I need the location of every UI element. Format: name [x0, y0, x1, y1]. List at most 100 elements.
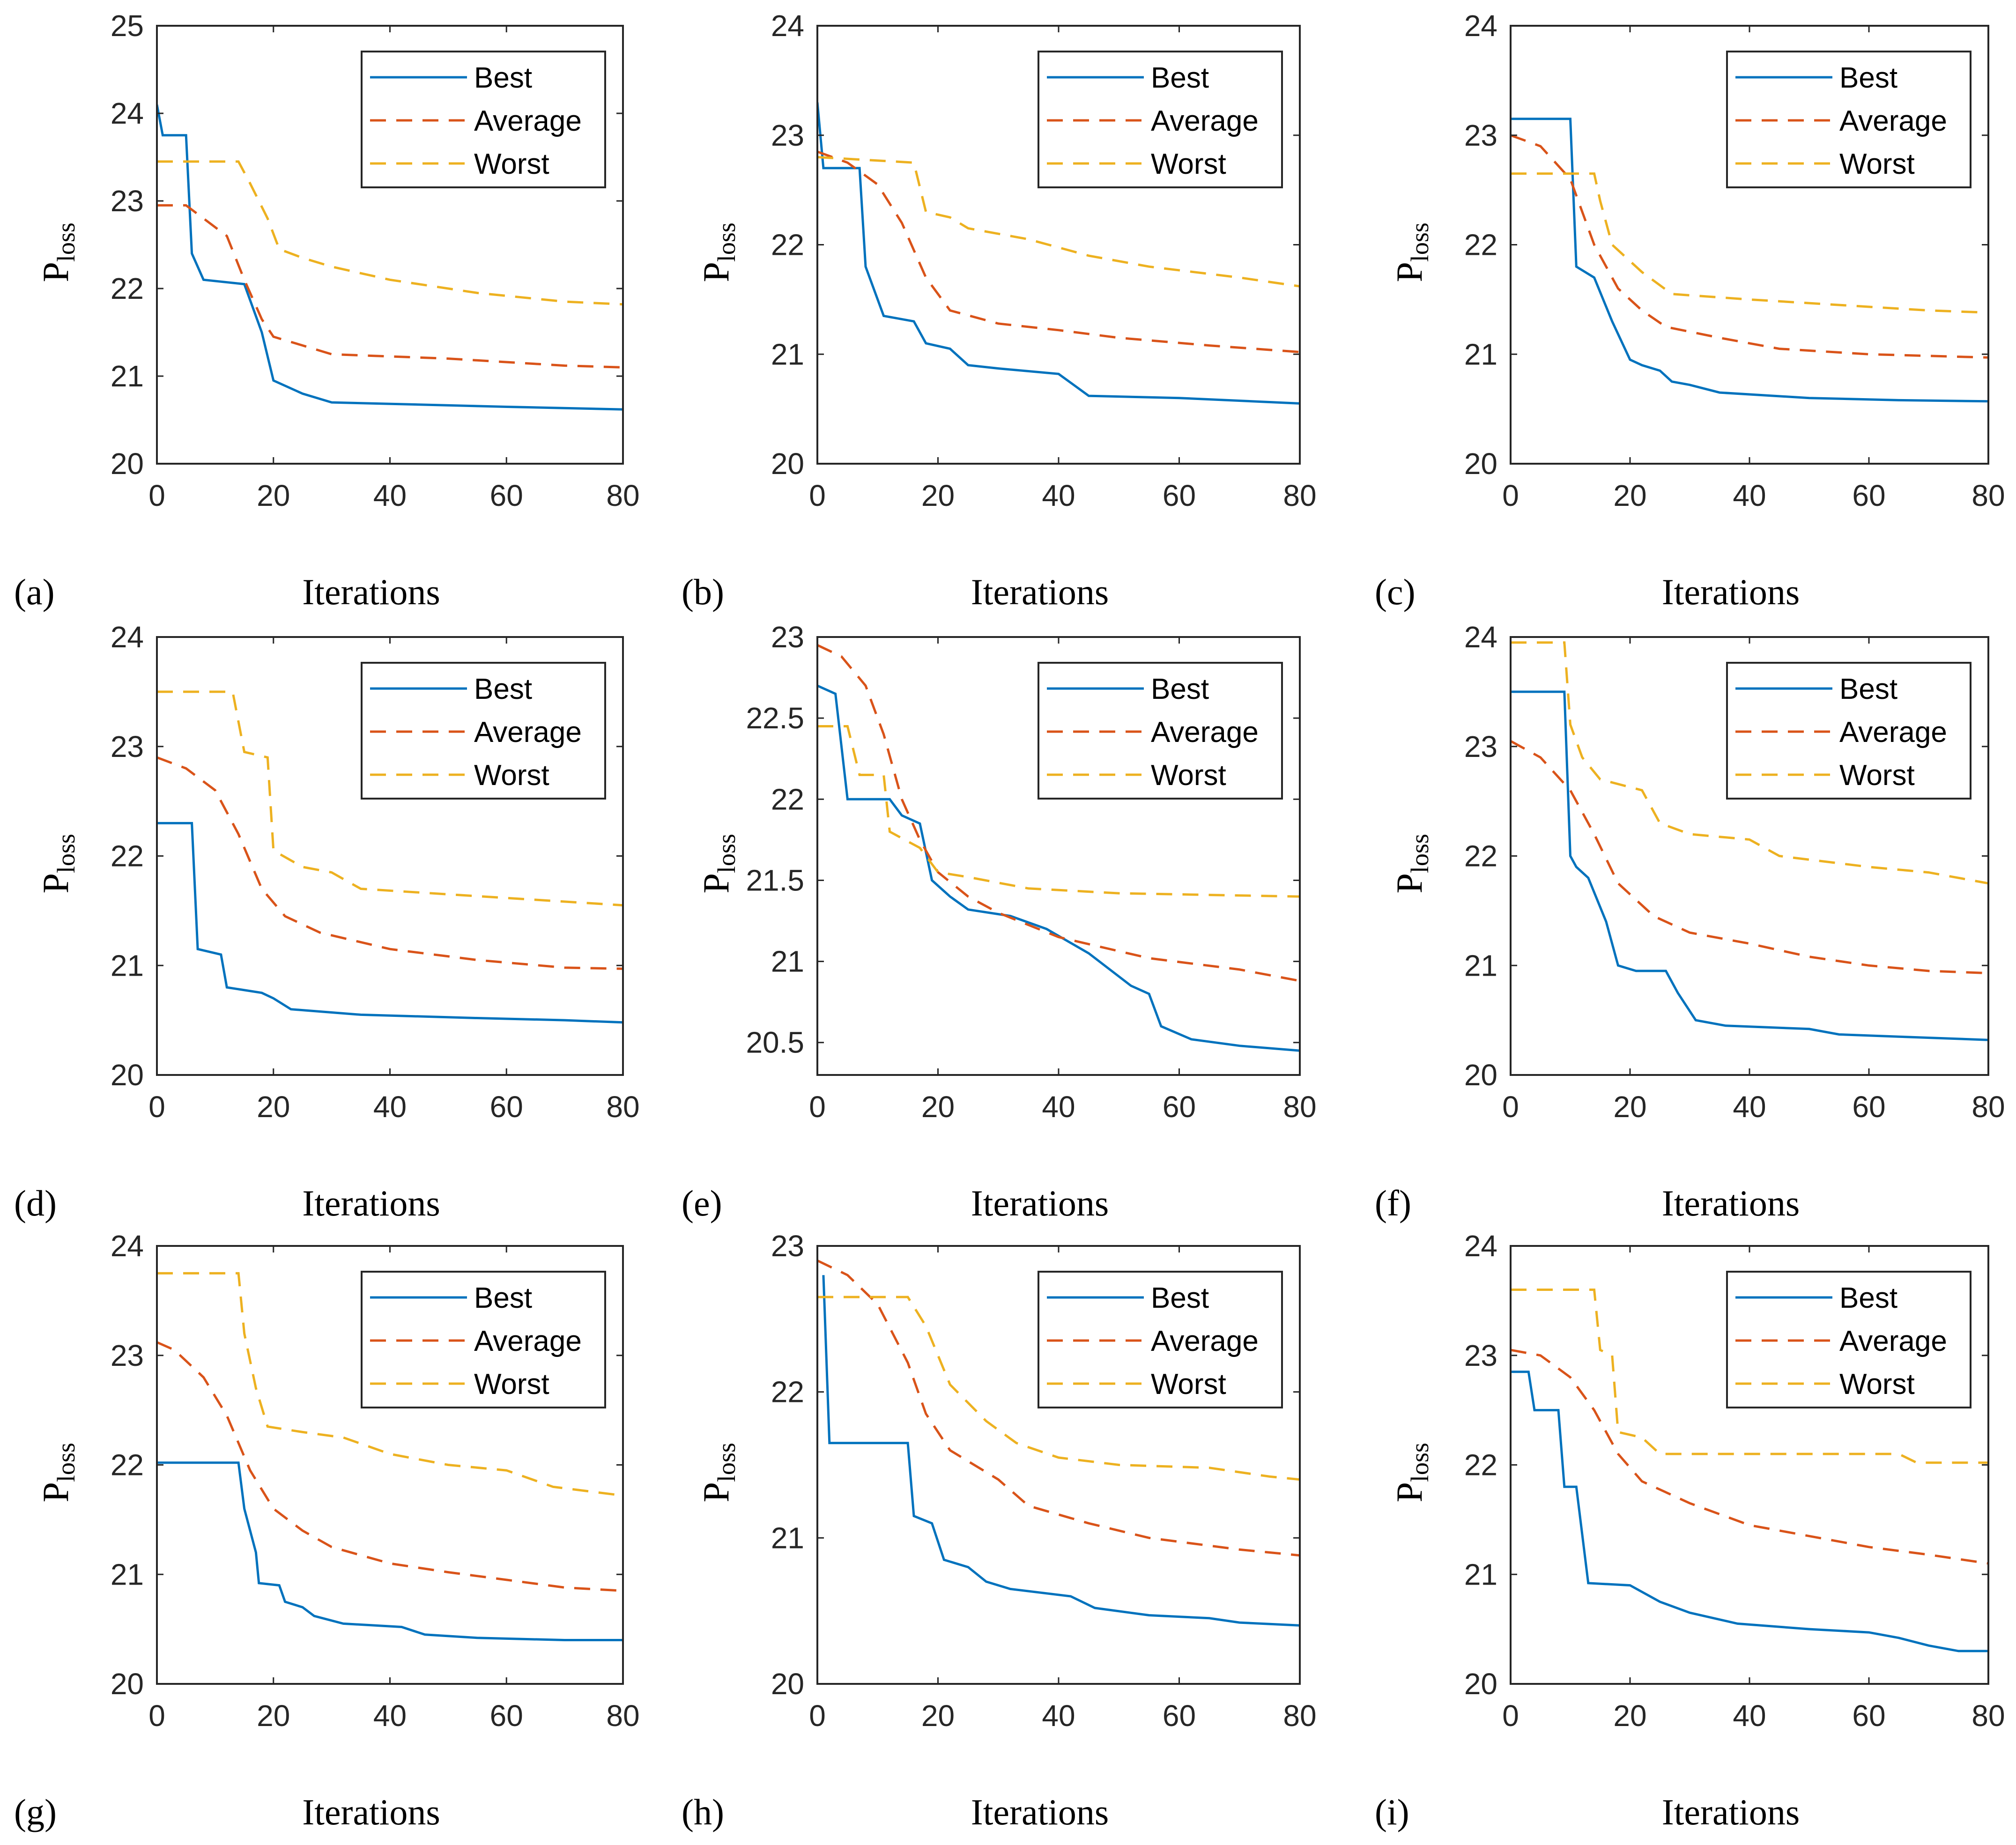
y-tick-label: 20	[771, 447, 804, 481]
series-line-worst	[157, 690, 623, 907]
y-tick-label: 22	[1464, 228, 1497, 262]
x-tick-label: 20	[921, 479, 955, 512]
series-line-worst	[817, 725, 1300, 898]
y-axis-label: Ploss	[35, 1443, 80, 1502]
legend-label-best: Best	[1839, 1282, 1897, 1314]
x-tick-label: 60	[490, 479, 523, 512]
y-tick-label: 24	[1464, 620, 1497, 654]
chart-panel: 0 20 40 60 80 20.5 21 21.5 22 22.5 23 Ploss Best Aver…	[682, 620, 1317, 1223]
y-tick-label: 21	[771, 1521, 804, 1555]
series-line-best	[1511, 690, 1988, 1041]
legend: Best Average Worst	[1726, 662, 1972, 800]
panel-letter: (b)	[682, 571, 724, 612]
legend: Best Average Worst	[361, 51, 606, 188]
legend-label-average: Average	[1151, 1325, 1259, 1357]
legend-label-best: Best	[474, 62, 532, 94]
y-tick-label: 21	[111, 948, 144, 982]
chart-panel: 0 20 40 60 80202122232425PlossBestAverageWor…	[14, 9, 640, 612]
y-tick-label: 20	[771, 1667, 804, 1701]
series-line-worst	[1511, 172, 1988, 314]
y-tick-label: 21	[771, 945, 804, 978]
panel-letter: (e)	[682, 1183, 722, 1223]
x-axis-label: Iterations	[971, 1183, 1109, 1223]
x-tick-label: 20	[257, 479, 290, 512]
y-tick-label: 23	[771, 1229, 804, 1263]
y-tick-label: 22	[771, 782, 804, 816]
series-line-worst	[157, 1272, 623, 1497]
legend-label-best: Best	[1151, 673, 1209, 705]
y-axis-label: Ploss	[1389, 222, 1434, 282]
y-tick-label: 21	[1464, 948, 1497, 982]
series-line-best	[817, 102, 1300, 405]
y-tick-label: 22	[1464, 1448, 1497, 1482]
y-tick-label: 23	[111, 730, 144, 763]
y-tick-label: 20	[1464, 1058, 1497, 1092]
y-tick-label: 24	[1464, 9, 1497, 43]
y-tick-label: 23	[1464, 1339, 1497, 1372]
panel-letter: (d)	[14, 1183, 57, 1223]
y-tick-label: 23	[771, 119, 804, 152]
legend-label-best: Best	[1151, 62, 1209, 94]
series-line-worst	[817, 156, 1300, 288]
legend-label-worst: Worst	[474, 148, 549, 180]
series-line-average	[1511, 740, 1988, 975]
x-axis-label: Iterations	[1662, 1183, 1800, 1223]
series-line-average	[157, 756, 623, 970]
y-tick-label: 24	[111, 1229, 144, 1263]
panel-letter: (a)	[14, 571, 55, 612]
legend: Best Average Worst	[1038, 1271, 1283, 1408]
y-tick-label: 25	[111, 9, 144, 43]
x-tick-label: 40	[1042, 1699, 1075, 1733]
x-tick-label: 40	[1733, 1090, 1766, 1124]
x-tick-label: 0	[148, 479, 165, 512]
legend-label-worst: Worst	[1839, 1368, 1915, 1400]
y-tick-label: 23	[771, 620, 804, 654]
y-tick-label: 22	[111, 272, 144, 305]
x-tick-label: 20	[257, 1090, 290, 1124]
y-axis-label: Ploss	[696, 1443, 741, 1502]
x-tick-label: 0	[809, 1090, 826, 1124]
y-tick-label: 21	[771, 337, 804, 371]
y-tick-label: 23	[1464, 730, 1497, 763]
series-line-average	[1511, 134, 1988, 359]
y-tick-label: 23	[1464, 119, 1497, 152]
y-tick-label: 20	[1464, 447, 1497, 481]
x-tick-label: 0	[1502, 479, 1519, 512]
x-tick-label: 0	[1502, 1090, 1519, 1124]
y-axis-label: Ploss	[1389, 834, 1434, 893]
legend-label-average: Average	[1151, 716, 1259, 748]
x-tick-label: 60	[1163, 1699, 1196, 1733]
series-line-average	[817, 644, 1300, 982]
legend-label-best: Best	[1151, 1282, 1209, 1314]
series-line-best	[1511, 1371, 1988, 1652]
legend: Best Average Worst	[1726, 51, 1972, 188]
legend-label-average: Average	[474, 1325, 582, 1357]
x-tick-label: 80	[1283, 1090, 1316, 1124]
y-tick-label: 22.5	[746, 701, 804, 735]
y-tick-label: 22	[111, 1448, 144, 1482]
x-tick-label: 80	[1972, 1090, 2005, 1124]
panel-letter: (g)	[14, 1792, 57, 1832]
y-tick-label: 24	[771, 9, 804, 43]
x-tick-label: 80	[1972, 479, 2005, 512]
legend: Best Average Worst	[1726, 1271, 1972, 1408]
panel-letter: (f)	[1375, 1183, 1411, 1223]
series-line-average	[1511, 1349, 1988, 1565]
x-tick-label: 60	[490, 1699, 523, 1733]
series-line-worst	[1511, 641, 1988, 885]
x-tick-label: 60	[490, 1090, 523, 1124]
legend-label-average: Average	[474, 716, 582, 748]
panel-letter: (h)	[682, 1792, 724, 1832]
legend: Best Average Worst	[1038, 662, 1283, 800]
legend-label-best: Best	[1839, 673, 1897, 705]
chart-panel: 0 20 40 60 802021222324PlossBestAverageWorst…	[14, 620, 640, 1223]
y-tick-label: 24	[1464, 1229, 1497, 1263]
y-tick-label: 22	[1464, 839, 1497, 873]
y-tick-label: 22	[771, 228, 804, 262]
y-tick-label: 22	[111, 839, 144, 873]
y-tick-label: 20.5	[746, 1026, 804, 1060]
legend-label-average: Average	[1839, 716, 1947, 748]
y-axis-label: Ploss	[35, 834, 80, 893]
legend-label-best: Best	[474, 673, 532, 705]
